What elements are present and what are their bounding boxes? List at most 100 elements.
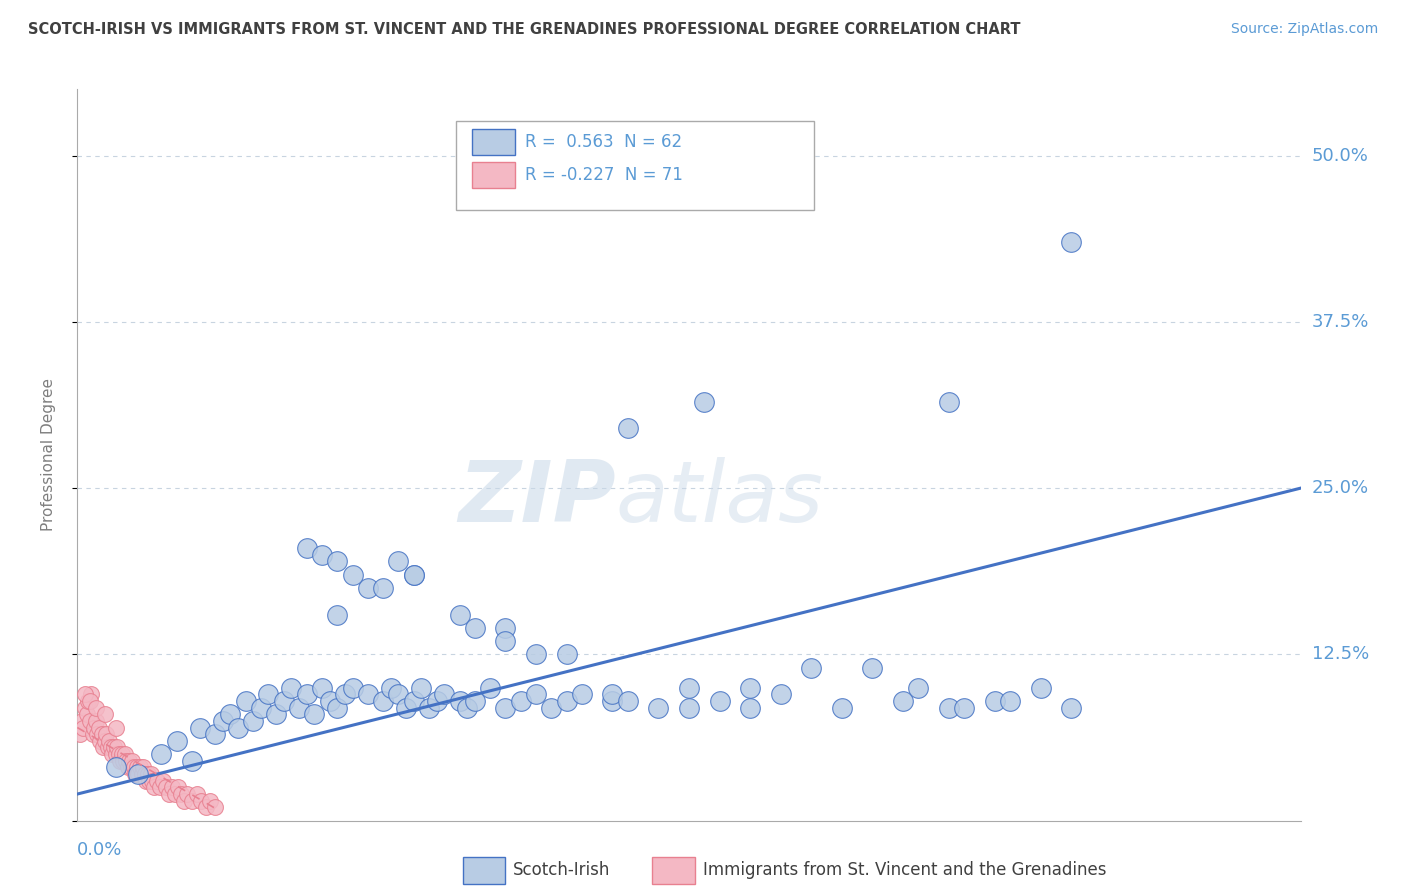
Point: [134, 767, 156, 781]
Point: [79, 714, 101, 728]
Point: [226, 721, 249, 735]
Point: [150, 747, 173, 761]
Point: [938, 394, 960, 409]
Point: [571, 687, 593, 701]
Point: [740, 681, 762, 695]
Text: R =  0.563  N = 62: R = 0.563 N = 62: [524, 133, 682, 151]
Point: [114, 747, 136, 761]
Point: [509, 694, 531, 708]
Point: [132, 760, 155, 774]
Point: [311, 548, 333, 562]
Text: R = -0.227  N = 71: R = -0.227 N = 71: [524, 166, 682, 184]
Point: [326, 700, 349, 714]
Point: [617, 421, 640, 435]
Point: [464, 621, 486, 635]
Point: [70, 714, 93, 728]
Point: [357, 581, 380, 595]
Point: [121, 754, 143, 768]
Point: [165, 787, 187, 801]
Point: [186, 787, 208, 801]
Point: [200, 794, 222, 808]
Point: [831, 700, 853, 714]
Point: [98, 734, 121, 748]
Text: SCOTCH-IRISH VS IMMIGRANTS FROM ST. VINCENT AND THE GRENADINES PROFESSIONAL DEGR: SCOTCH-IRISH VS IMMIGRANTS FROM ST. VINC…: [28, 22, 1021, 37]
Point: [295, 687, 318, 701]
Point: [108, 754, 131, 768]
Point: [125, 760, 148, 774]
Point: [219, 707, 242, 722]
Point: [89, 734, 111, 748]
Point: [117, 760, 139, 774]
Point: [79, 694, 101, 708]
Point: [311, 681, 333, 695]
Point: [142, 780, 165, 795]
Point: [402, 567, 425, 582]
Point: [94, 707, 117, 722]
Point: [80, 687, 103, 701]
Point: [111, 747, 134, 761]
Point: [167, 780, 190, 795]
Point: [411, 681, 433, 695]
Point: [295, 541, 318, 555]
Point: [104, 760, 127, 774]
Point: [953, 700, 976, 714]
Point: [524, 687, 547, 701]
Point: [1060, 700, 1083, 714]
Point: [131, 767, 153, 781]
Text: Immigrants from St. Vincent and the Grenadines: Immigrants from St. Vincent and the Gren…: [703, 861, 1107, 879]
Point: [72, 721, 94, 735]
Point: [104, 721, 127, 735]
Point: [693, 394, 716, 409]
Point: [107, 747, 129, 761]
Point: [342, 681, 364, 695]
Point: [122, 760, 145, 774]
Text: ZIP: ZIP: [458, 458, 616, 541]
Point: [118, 754, 141, 768]
Point: [242, 714, 264, 728]
Point: [333, 687, 356, 701]
Text: 37.5%: 37.5%: [1312, 313, 1369, 331]
Point: [188, 721, 211, 735]
Point: [181, 754, 204, 768]
Point: [426, 694, 449, 708]
Point: [105, 740, 128, 755]
Text: 25.0%: 25.0%: [1312, 479, 1369, 497]
Point: [129, 760, 152, 774]
Point: [166, 734, 188, 748]
Point: [907, 681, 929, 695]
Point: [495, 700, 517, 714]
Point: [96, 727, 118, 741]
Point: [479, 681, 502, 695]
Point: [211, 714, 233, 728]
Point: [103, 740, 125, 755]
Point: [273, 694, 295, 708]
Point: [138, 773, 160, 788]
Point: [540, 700, 562, 714]
Point: [1060, 235, 1083, 249]
Point: [357, 687, 380, 701]
Point: [94, 734, 117, 748]
Point: [371, 581, 394, 595]
Point: [136, 767, 159, 781]
Point: [862, 661, 884, 675]
Point: [86, 727, 108, 741]
Text: 12.5%: 12.5%: [1312, 646, 1369, 664]
Point: [124, 767, 146, 781]
Point: [204, 727, 226, 741]
Point: [304, 707, 326, 722]
Point: [235, 694, 257, 708]
Point: [91, 740, 114, 755]
Point: [176, 787, 198, 801]
Point: [280, 681, 302, 695]
Point: [152, 773, 174, 788]
Point: [449, 694, 471, 708]
Point: [495, 634, 517, 648]
Text: atlas: atlas: [616, 458, 824, 541]
Point: [449, 607, 471, 622]
Point: [76, 707, 98, 722]
Point: [170, 787, 193, 801]
Point: [800, 661, 823, 675]
Point: [194, 800, 217, 814]
Point: [84, 700, 107, 714]
Point: [371, 694, 394, 708]
